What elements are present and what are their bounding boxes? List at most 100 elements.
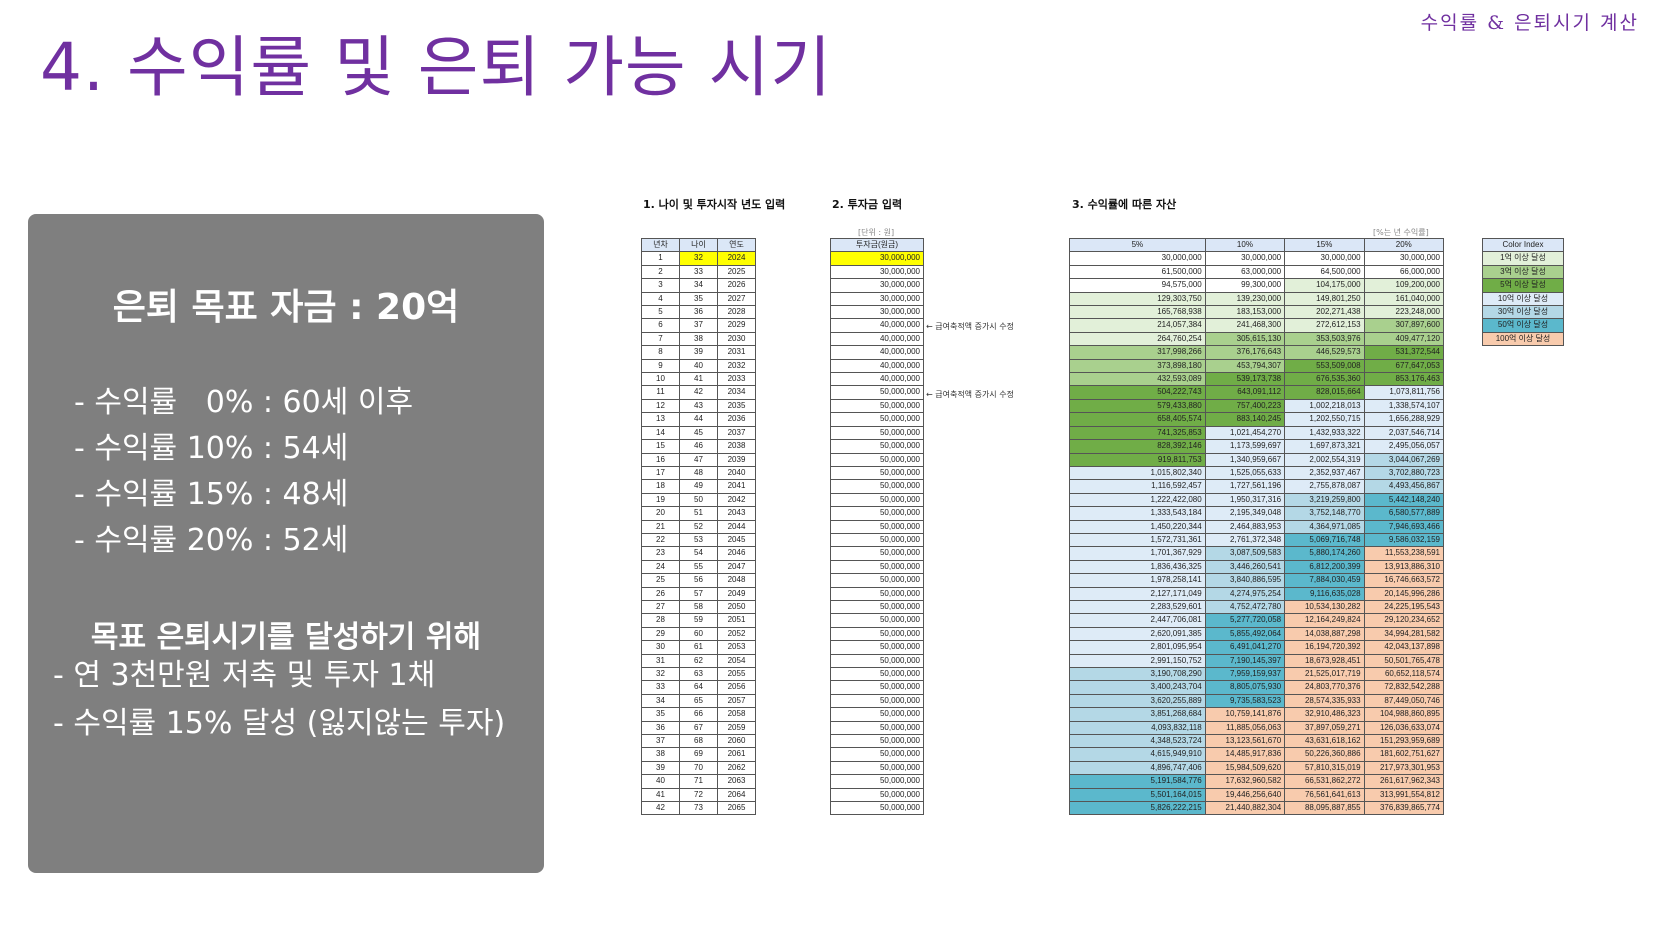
table-row: 432,593,089 539,173,738 676,535,360 853,176… — [1069, 372, 1445, 387]
header-rate-5: 5% — [1069, 237, 1206, 253]
investment-cell: 50,000,000 — [830, 801, 924, 816]
asset-cell: 373,898,180 — [1069, 358, 1206, 374]
table-row: 264,760,254 305,615,130 353,503,976 409,477… — [1069, 331, 1445, 347]
asset-cell: 19,446,256,640 — [1204, 787, 1286, 803]
table-row: 12 43 2035 — [641, 398, 756, 414]
year-index-cell: 40 — [641, 774, 680, 789]
asset-cell: 376,176,643 — [1204, 345, 1286, 360]
age-cell: 48 — [679, 465, 718, 481]
year-index-cell: 11 — [641, 385, 680, 400]
asset-cell: 10,759,141,876 — [1204, 707, 1286, 722]
table-row: 129,303,750 139,230,000 149,801,250 161,040… — [1069, 291, 1445, 307]
year-cell: 2038 — [717, 439, 756, 454]
table-row: 37 68 2060 — [641, 734, 756, 749]
table-row: 18 49 2041 — [641, 479, 756, 494]
year-index-cell: 32 — [641, 666, 680, 682]
asset-cell: 94,575,000 — [1069, 278, 1206, 293]
asset-cell: 42,043,137,898 — [1363, 640, 1445, 655]
year-cell: 2035 — [717, 398, 756, 414]
year-index-cell: 20 — [641, 506, 680, 521]
year-cell: 2057 — [717, 693, 756, 709]
asset-cell: 1,525,055,633 — [1204, 465, 1286, 481]
legend-row: 5억 이상 달성 — [1482, 278, 1564, 293]
asset-cell: 3,219,259,800 — [1284, 492, 1365, 508]
age-cell: 40 — [679, 358, 718, 374]
table-row: 19 50 2042 — [641, 492, 756, 508]
asset-cell: 151,293,959,689 — [1363, 734, 1445, 749]
asset-cell: 2,761,372,348 — [1204, 532, 1286, 548]
table-row: 50,000,000 — [830, 801, 924, 816]
table-row: 50,000,000 — [830, 519, 924, 534]
table-row: 741,325,853 1,021,454,270 1,432,933,322 2,0… — [1069, 425, 1445, 441]
asset-cell: 432,593,089 — [1069, 372, 1206, 387]
age-cell: 71 — [679, 774, 718, 789]
table-row: 10 41 2033 — [641, 372, 756, 387]
investment-cell: 30,000,000 — [830, 305, 924, 320]
rate-result-line: - 수익률 0% : 60세 이후 — [74, 385, 414, 420]
investment-cell: 50,000,000 — [830, 465, 924, 481]
asset-cell: 828,392,146 — [1069, 439, 1206, 454]
asset-cell: 2,127,171,049 — [1069, 586, 1206, 601]
section1-label: 1. 나이 및 투자시작 년도 입력 — [643, 198, 786, 211]
asset-cell: 919,811,753 — [1069, 452, 1206, 467]
asset-cell: 1,950,317,316 — [1204, 492, 1286, 508]
asset-cell: 181,602,751,627 — [1363, 747, 1445, 762]
asset-cell: 4,093,832,118 — [1069, 720, 1206, 736]
year-index-cell: 33 — [641, 680, 680, 695]
asset-cell: 553,509,008 — [1284, 358, 1365, 374]
asset-cell: 3,400,243,704 — [1069, 680, 1206, 695]
year-cell: 2027 — [717, 291, 756, 307]
asset-cell: 264,760,254 — [1069, 331, 1206, 347]
table-row: 14 45 2037 — [641, 425, 756, 441]
table-row: 50,000,000 — [830, 573, 924, 588]
table-row: 4,348,523,724 13,123,561,670 43,631,618,16… — [1069, 734, 1445, 749]
asset-cell: 4,896,747,406 — [1069, 760, 1206, 776]
investment-cell: 50,000,000 — [830, 680, 924, 695]
page-title: 4. 수익률 및 은퇴 가능 시기 — [40, 29, 833, 106]
age-cell: 67 — [679, 720, 718, 736]
year-index-cell: 38 — [641, 747, 680, 762]
table-row: 50,000,000 — [830, 546, 924, 561]
year-cell: 2052 — [717, 626, 756, 642]
asset-cell: 3,702,880,723 — [1363, 465, 1445, 481]
table-row: 16 47 2039 — [641, 452, 756, 467]
asset-cell: 1,002,218,013 — [1284, 398, 1365, 414]
asset-cell: 7,946,693,466 — [1363, 519, 1445, 534]
asset-cell: 643,091,112 — [1204, 385, 1286, 400]
table-row: 50,000,000 — [830, 613, 924, 628]
asset-cell: 12,164,249,824 — [1284, 613, 1365, 628]
age-cell: 59 — [679, 613, 718, 628]
year-index-cell: 15 — [641, 439, 680, 454]
asset-cell: 109,200,000 — [1363, 278, 1445, 293]
year-index-cell: 39 — [641, 760, 680, 776]
asset-by-rate-table: 5% 10% 15% 20% 30,000,000 30,000,000 30,00… — [1069, 237, 1445, 816]
year-index-cell: 2 — [641, 264, 680, 280]
asset-cell: 3,446,260,541 — [1204, 559, 1286, 575]
age-cell: 38 — [679, 331, 718, 347]
age-cell: 37 — [679, 318, 718, 333]
table-row: 1,450,220,344 2,464,883,953 4,364,971,085 7… — [1069, 519, 1445, 534]
age-cell: 53 — [679, 532, 718, 548]
year-index-cell: 25 — [641, 573, 680, 588]
asset-cell: 353,503,976 — [1284, 331, 1365, 347]
investment-cell: 50,000,000 — [830, 586, 924, 601]
investment-cell: 50,000,000 — [830, 519, 924, 534]
year-index-cell: 37 — [641, 734, 680, 749]
asset-cell: 104,175,000 — [1284, 278, 1365, 293]
table-row: 4,896,747,406 15,984,509,620 57,810,315,01… — [1069, 760, 1445, 776]
table-row: 50,000,000 — [830, 787, 924, 803]
table-row: 50,000,000 — [830, 452, 924, 467]
asset-cell: 5,069,716,748 — [1284, 532, 1365, 548]
header-rate-15: 15% — [1284, 237, 1365, 253]
retirement-goal-heading: 은퇴 목표 자금 : 20억 — [112, 287, 460, 328]
table-row: 33 64 2056 — [641, 680, 756, 695]
table-row: 50,000,000 — [830, 425, 924, 441]
investment-cell: 50,000,000 — [830, 720, 924, 736]
asset-cell: 76,561,641,613 — [1284, 787, 1365, 803]
header-rate-10: 10% — [1204, 237, 1286, 253]
asset-cell: 4,493,456,867 — [1363, 479, 1445, 494]
investment-cell: 50,000,000 — [830, 452, 924, 467]
table-row: 50,000,000 — [830, 774, 924, 789]
table-row: 50,000,000 — [830, 747, 924, 762]
year-cell: 2050 — [717, 599, 756, 615]
